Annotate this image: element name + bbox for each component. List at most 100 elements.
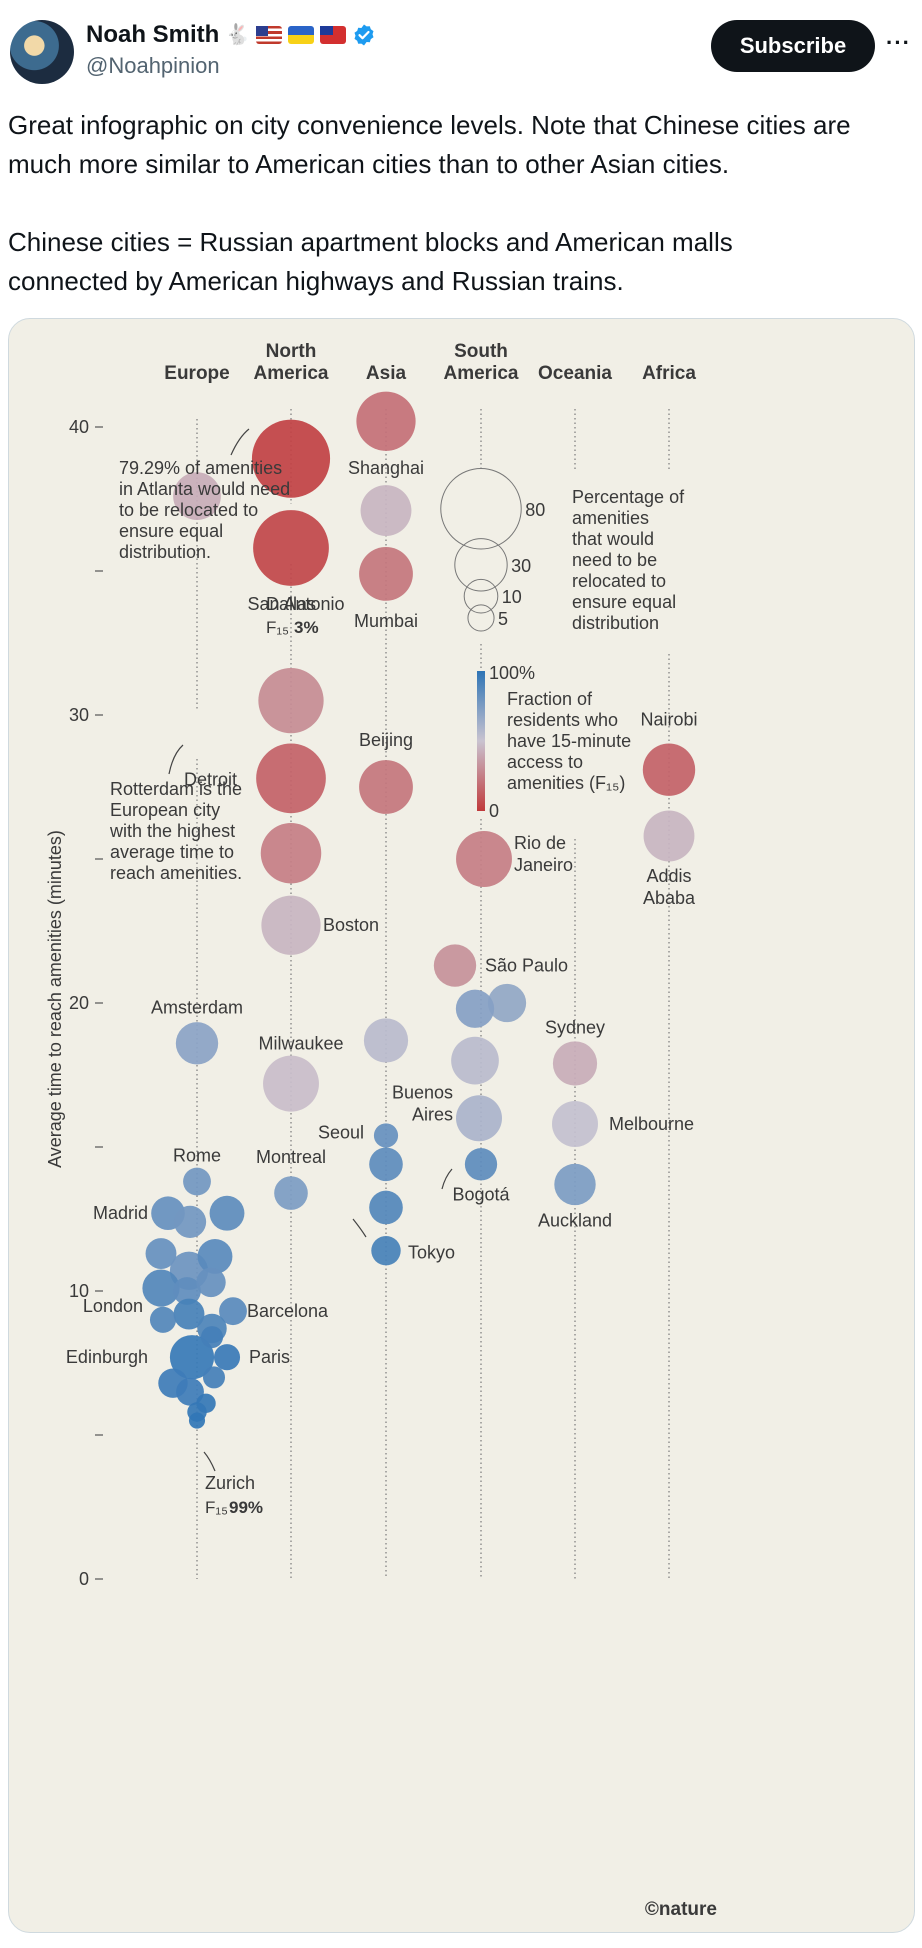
bubble-detroit — [256, 743, 326, 814]
post-text-line: Chinese cities = Russian apartment block… — [8, 227, 733, 257]
city-label: Janeiro — [514, 855, 573, 875]
color-legend-bar — [477, 671, 485, 811]
column-header-south_america: South — [454, 341, 508, 362]
color-legend-title: access to — [507, 752, 583, 772]
size-legend-title: relocated to — [572, 571, 666, 591]
post-header: Noah Smith 🐇 @Noahpinion Subscribe ··· — [0, 0, 922, 100]
bubble-london — [142, 1269, 180, 1307]
y-tick-label: 20 — [69, 993, 89, 1013]
city-label: Shanghai — [348, 458, 424, 478]
author-avatar[interactable] — [10, 20, 74, 84]
bubble-milwaukee — [263, 1055, 319, 1112]
bubble-amsterdam — [175, 1022, 219, 1065]
size-legend-value: 10 — [502, 587, 522, 607]
bubble-south_america — [455, 989, 495, 1028]
bubble-asia — [369, 1147, 403, 1182]
size-legend-title: need to be — [572, 550, 657, 570]
bubble-asia — [363, 1018, 409, 1063]
column-header-oceania: Oceania — [538, 363, 612, 384]
bubble-europe — [196, 1267, 226, 1298]
bubble-beijing — [359, 760, 413, 814]
city-label: Buenos — [392, 1083, 453, 1103]
city-label: Addis — [646, 866, 691, 886]
city-label: Amsterdam — [151, 997, 243, 1017]
city-label: Paris — [249, 1347, 290, 1367]
bubble-bogot- — [464, 1148, 498, 1181]
bubble-europe — [202, 1366, 226, 1389]
annotation-arrow — [168, 744, 184, 775]
annotation-arrow — [441, 1168, 453, 1190]
bubble-europe — [197, 1239, 233, 1274]
city-label: São Paulo — [485, 956, 568, 976]
annotation-rotterdam: with the highest — [109, 821, 235, 841]
rabbit-emoji-icon: 🐇 — [225, 24, 251, 46]
author-handle[interactable]: @Noahpinion — [86, 53, 220, 78]
annotation-rotterdam: average time to — [110, 842, 234, 862]
size-legend-title: that would — [572, 529, 654, 549]
color-legend-max: 100% — [489, 663, 535, 683]
y-tick-label: 10 — [69, 1281, 89, 1301]
bubble-rome — [183, 1167, 211, 1196]
bubble-auckland — [554, 1163, 596, 1206]
size-legend-title: ensure equal — [572, 592, 676, 612]
city-label: Auckland — [538, 1210, 612, 1230]
city-label: Detroit — [184, 769, 237, 789]
bubble-san-antonio — [251, 419, 331, 498]
bubble-asia — [369, 1190, 403, 1225]
annotation-atlanta: 79.29% of amenities — [119, 458, 282, 478]
city-label: Sydney — [545, 1017, 605, 1037]
city-label: Seoul — [318, 1122, 364, 1142]
annotation-rotterdam: European city — [110, 800, 220, 820]
bubble-europe — [173, 1298, 205, 1330]
verified-badge-icon — [354, 24, 374, 46]
author-name[interactable]: Noah Smith — [86, 21, 220, 48]
size-legend-value: 30 — [511, 556, 531, 576]
bubble-rio-de-janeiro — [456, 831, 512, 887]
size-legend-circle — [467, 604, 495, 632]
bubble-seoul — [373, 1123, 399, 1148]
column-header-europe: Europe — [164, 363, 229, 384]
author-name-row: Noah Smith 🐇 — [86, 20, 376, 50]
bubble-zurich — [188, 1412, 206, 1429]
bubble-sydney — [552, 1041, 598, 1086]
column-header-north_america: America — [254, 363, 329, 384]
size-legend-title: Percentage of — [572, 487, 685, 507]
city-label: Tokyo — [408, 1243, 455, 1263]
y-axis-label: Average time to reach amenities (minutes… — [45, 830, 65, 1168]
subscribe-button[interactable]: Subscribe — [711, 20, 875, 72]
color-legend-title: amenities (F₁₅) — [507, 773, 625, 793]
ukraine-flag-icon — [288, 26, 315, 44]
city-label: Rome — [173, 1146, 221, 1166]
y-tick-label: 30 — [69, 705, 89, 725]
annotation-rotterdam: reach amenities. — [110, 863, 242, 883]
bubble-barcelona — [219, 1297, 247, 1326]
bubble-europe — [173, 1205, 207, 1239]
size-legend-circle — [454, 538, 508, 592]
infographic-image[interactable]: Europe North America Asia South America Oceani… — [8, 318, 915, 1933]
post-text-line: much more similar to American cities tha… — [8, 149, 730, 179]
city-label: Montreal — [256, 1147, 326, 1167]
more-icon[interactable]: ··· — [886, 30, 911, 55]
bubble-europe — [209, 1195, 245, 1231]
post-text: Great infographic on city convenience le… — [8, 106, 914, 301]
color-legend-title: have 15-minute — [507, 731, 631, 751]
color-legend-title: Fraction of — [507, 689, 593, 709]
bubble-s-o-paulo — [433, 944, 477, 987]
city-label: Ababa — [643, 888, 696, 908]
column-header-north_america: North — [266, 341, 317, 362]
annotation-arrow — [203, 1451, 216, 1472]
annotation-san-antonio-f15-prefix: F₁₅ — [266, 618, 289, 637]
color-legend-min: 0 — [489, 801, 499, 821]
bubble-rotterdam — [173, 472, 221, 520]
column-header-south_america: America — [444, 363, 519, 384]
bubble-south_america — [456, 1095, 502, 1142]
nature-credit: ©nature — [645, 1899, 717, 1920]
bubble-nairobi — [642, 743, 696, 796]
city-label: Rio de — [514, 833, 566, 853]
annotation-rotterdam: Rotterdam is the — [110, 779, 242, 799]
annotation-san-antonio-f15-value: 3% — [294, 618, 319, 637]
bubble-dallas — [253, 510, 329, 586]
bubble-asia — [360, 485, 412, 536]
bubble-north_america — [260, 822, 322, 884]
